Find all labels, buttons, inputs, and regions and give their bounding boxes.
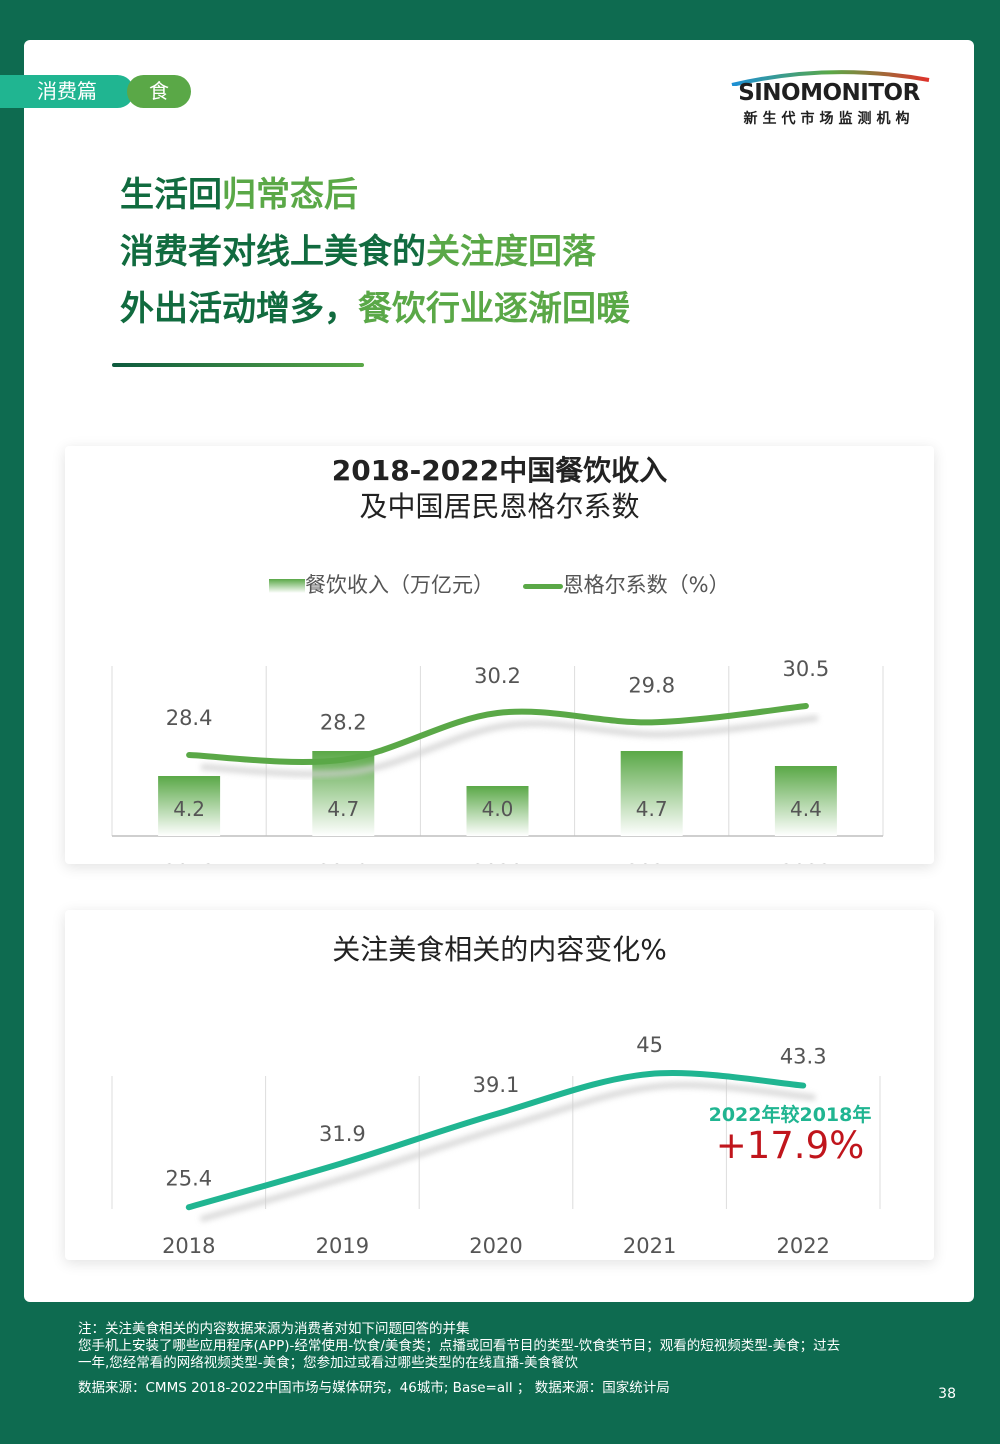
- headline-accent-text: 归常态后: [222, 175, 358, 215]
- logo-subtitle: 新生代市场监测机构: [743, 111, 915, 127]
- footnote-note: 注：关注美食相关的内容数据来源为消费者对如下问题回答的并集: [78, 1321, 470, 1337]
- line-value-label: 28.2: [320, 711, 367, 735]
- logo-arc-icon: [731, 70, 930, 86]
- line-value-label: 30.5: [783, 657, 830, 681]
- x-tick-label: 2021: [623, 1234, 676, 1258]
- footnote-question-cont: 一年,您经常看的网络视频类型-美食；您参加过或看过哪些类型的在线直播-美食餐饮: [78, 1355, 579, 1371]
- bar-revenue: [774, 766, 837, 836]
- bar-value-label: 4.0: [482, 797, 514, 821]
- x-tick-label: 2018: [162, 1234, 215, 1258]
- legend-line-swatch: [522, 583, 563, 589]
- chart-card-food-content: 关注美食相关的内容变化% 25.4 2018 31.9 2019 39.1 2020 45 2…: [65, 910, 934, 1260]
- legend-line-label: 恩格尔系数（%）: [562, 573, 730, 597]
- chart1-plot: 4.2 2018 4.7 2019 4.0 2020 4.7 2021 4.4 2022 28.4 2…: [111, 657, 884, 864]
- bar-value-label: 4.4: [790, 797, 822, 821]
- line-engel-coefficient: [186, 703, 809, 765]
- line-value-label: 30.2: [474, 664, 521, 688]
- bar-value-label: 4.7: [327, 797, 359, 821]
- bar-value-label: 4.7: [636, 797, 668, 821]
- comparison-value: +17.9%: [715, 1124, 865, 1167]
- line-value-label: 29.8: [628, 673, 675, 697]
- bar-revenue: [620, 751, 683, 836]
- chart1-title: 2018-2022中国餐饮收入 及中国居民恩格尔系数: [65, 453, 934, 525]
- page-card: 消费篇 食 SINOMONITOR 新生代市场监测机构 生活回归常态后 消费者对…: [0, 40, 974, 1302]
- line-shadow: [201, 715, 819, 777]
- x-tick-label: 2019: [318, 860, 369, 864]
- page-number: 38: [938, 1386, 956, 1402]
- chart1-legend: 餐饮收入（万亿元） 恩格尔系数（%）: [269, 569, 730, 599]
- x-tick-label: 2018: [164, 860, 215, 864]
- bar-value-label: 4.2: [173, 797, 205, 821]
- line-food-content: [185, 1070, 807, 1211]
- chart1-title-line1: 2018-2022中国餐饮收入: [331, 454, 668, 487]
- legend-bar-label: 餐饮收入（万亿元）: [305, 573, 494, 597]
- x-tick-label: 2022: [776, 1234, 829, 1258]
- chart-card-revenue: 2018-2022中国餐饮收入 及中国居民恩格尔系数 餐饮收入（万亿元） 恩格尔…: [65, 446, 934, 864]
- line-value-label: 45: [636, 1033, 663, 1057]
- line-shadow: [199, 1082, 816, 1223]
- x-tick-label: 2022: [780, 860, 831, 864]
- line-value-label: 25.4: [165, 1166, 212, 1190]
- chart1-title-line2: 及中国居民恩格尔系数: [359, 490, 640, 523]
- bar-revenue: [158, 776, 221, 836]
- chart2-title: 关注美食相关的内容变化%: [332, 933, 667, 966]
- headline-underline: [112, 363, 364, 367]
- headline-line-2: 消费者对线上美食的关注度回落: [120, 232, 596, 272]
- comparison-label: 2022年较2018年: [708, 1104, 872, 1126]
- footnote-source: 数据来源：CMMS 2018-2022中国市场与媒体研究，46城市; Base=…: [78, 1380, 670, 1396]
- headline-text: 生活回: [120, 175, 222, 215]
- category-tag: 消费篇: [0, 75, 134, 108]
- logo-brand: SINOMONITOR: [738, 80, 920, 106]
- line-value-label: 43.3: [780, 1045, 827, 1069]
- line-value-label: 28.4: [166, 706, 213, 730]
- bar-revenue: [312, 751, 375, 836]
- legend-bar-swatch: [269, 579, 305, 593]
- x-tick-label: 2020: [469, 1234, 522, 1258]
- footnote-question: 您手机上安装了哪些应用程序(APP)-经常使用-饮食/美食类；点播或回看节目的类…: [78, 1338, 841, 1354]
- headline-line-1: 生活回归常态后: [120, 175, 358, 215]
- chart2-plot: 25.4 2018 31.9 2019 39.1 2020 45 2021 43.3 2022: [111, 1033, 881, 1258]
- line-value-label: 39.1: [473, 1073, 520, 1097]
- bar-revenue: [466, 786, 529, 836]
- x-tick-label: 2020: [472, 860, 523, 864]
- headline-accent-text: 关注度回落: [426, 232, 596, 272]
- subcategory-tag: 食: [127, 75, 191, 108]
- x-tick-label: 2021: [626, 860, 677, 864]
- headline-line-3: 外出活动增多，餐饮行业逐渐回暖: [120, 289, 630, 329]
- headline-text: 消费者对线上美食的: [120, 232, 426, 272]
- headline-accent-text: 餐饮行业逐渐回暖: [358, 289, 630, 329]
- line-value-label: 31.9: [319, 1122, 366, 1146]
- headline-text: 外出活动增多，: [120, 289, 358, 329]
- sinomonitor-logo: SINOMONITOR 新生代市场监测机构: [724, 66, 934, 127]
- x-tick-label: 2019: [316, 1234, 369, 1258]
